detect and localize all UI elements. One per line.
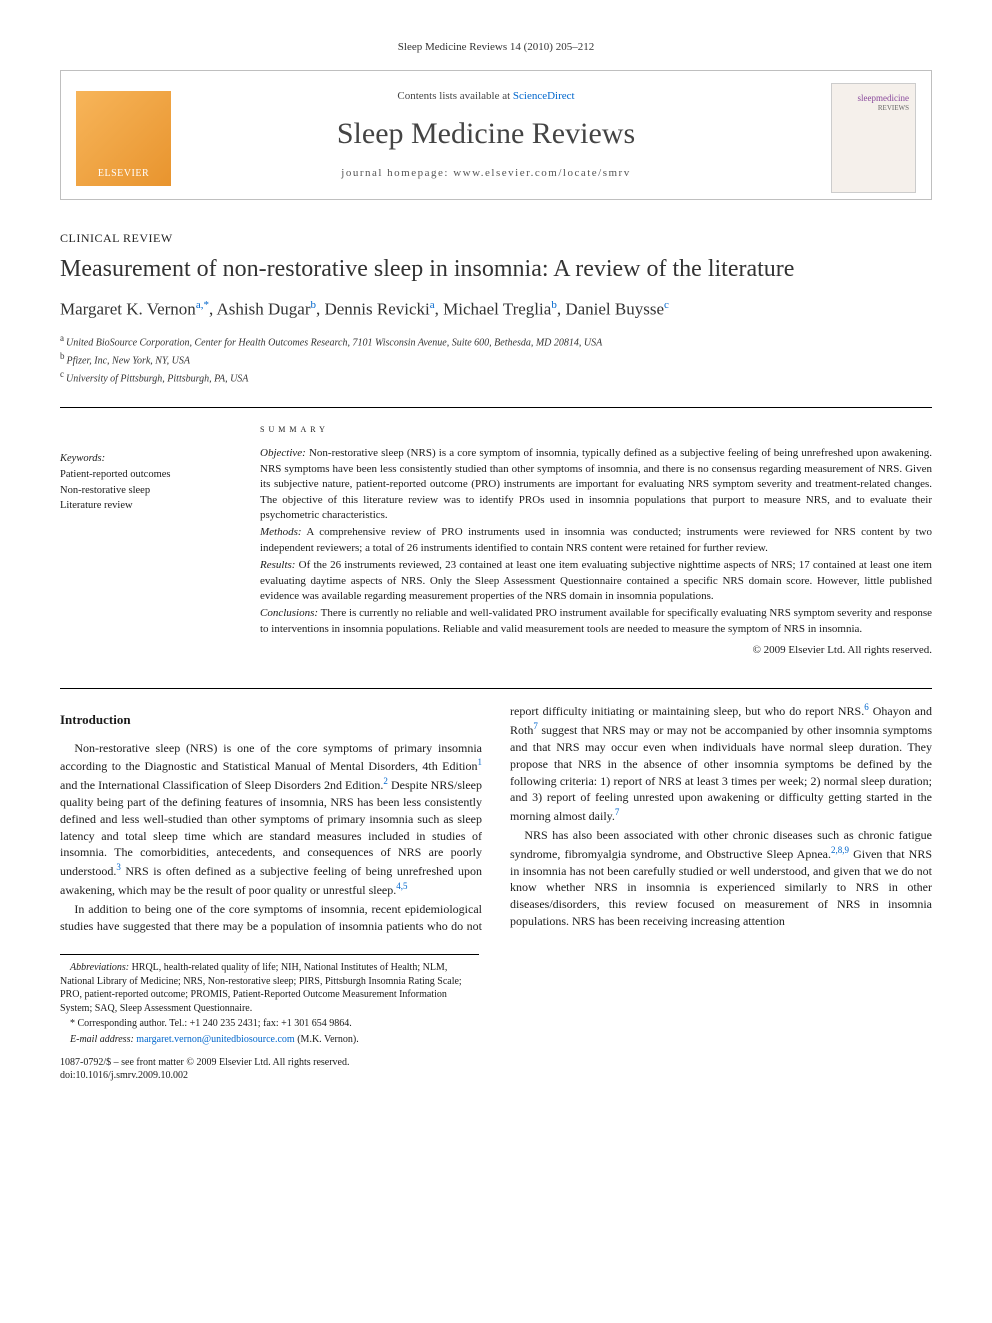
results-label: Results: — [260, 559, 295, 571]
contents-line: Contents lists available at ScienceDirec… — [191, 89, 781, 104]
author-aff: b — [551, 299, 557, 311]
sciencedirect-link[interactable]: ScienceDirect — [513, 90, 575, 102]
summary-copyright: © 2009 Elsevier Ltd. All rights reserved… — [260, 643, 932, 658]
ref-link[interactable]: 1 — [478, 757, 483, 767]
doi: doi:10.1016/j.smrv.2009.10.002 — [60, 1069, 479, 1082]
affiliation: bPfizer, Inc, New York, NY, USA — [60, 350, 932, 368]
aff-text: United BioSource Corporation, Center for… — [66, 337, 602, 348]
corresponding-author: * Corresponding author. Tel.: +1 240 235… — [60, 1017, 479, 1031]
objective-text: Non-restorative sleep (NRS) is a core sy… — [260, 447, 932, 521]
journal-cover-thumb: sleepmedicine REVIEWS — [831, 83, 916, 193]
keyword: Patient-reported outcomes — [60, 467, 230, 483]
ref-link[interactable]: 7 — [615, 807, 620, 817]
ref-link[interactable]: 4,5 — [396, 881, 407, 891]
journal-name: Sleep Medicine Reviews — [191, 114, 781, 155]
article-title: Measurement of non-restorative sleep in … — [60, 254, 932, 284]
author-aff: b — [310, 299, 316, 311]
summary-column: SUMMARY Objective: Non-restorative sleep… — [260, 420, 932, 659]
intro-heading: Introduction — [60, 711, 482, 729]
methods-label: Methods: — [260, 526, 302, 538]
body-text: suggest that NRS may or may not be accom… — [510, 723, 932, 823]
cover-title-1: sleepmedicine — [858, 92, 909, 104]
affiliations: aUnited BioSource Corporation, Center fo… — [60, 332, 932, 387]
abbrev-label: Abbreviations: — [70, 962, 129, 973]
keyword: Literature review — [60, 498, 230, 514]
aff-key: a — [60, 333, 64, 343]
homepage-line: journal homepage: www.elsevier.com/locat… — [191, 166, 781, 181]
aff-key: c — [60, 369, 64, 379]
aff-key: b — [60, 351, 65, 361]
copyright-footer: 1087-0792/$ – see front matter © 2009 El… — [60, 1056, 479, 1082]
author: Daniel Buysse — [565, 300, 664, 319]
conclusions-text: There is currently no reliable and well-… — [260, 607, 932, 634]
author: Ashish Dugar — [217, 300, 311, 319]
author-list: Margaret K. Vernona,*, Ashish Dugarb, De… — [60, 298, 932, 322]
ref-link[interactable]: 2,8,9 — [831, 845, 849, 855]
methods-text: A comprehensive review of PRO instrument… — [260, 526, 932, 553]
author-aff: a,* — [196, 299, 209, 311]
front-matter: 1087-0792/$ – see front matter © 2009 El… — [60, 1056, 479, 1069]
article-type: CLINICAL REVIEW — [60, 230, 932, 246]
section-rule — [60, 688, 932, 689]
author: Margaret K. Vernon — [60, 300, 196, 319]
affiliation: cUniversity of Pittsburgh, Pittsburgh, P… — [60, 368, 932, 386]
summary-block: Keywords: Patient-reported outcomes Non-… — [60, 420, 932, 659]
conclusions-label: Conclusions: — [260, 607, 318, 619]
objective-label: Objective: — [260, 447, 306, 459]
author-aff: c — [664, 299, 669, 311]
body-columns: Introduction Non-restorative sleep (NRS)… — [60, 701, 932, 934]
author-aff: a — [430, 299, 435, 311]
running-head: Sleep Medicine Reviews 14 (2010) 205–212 — [60, 40, 932, 55]
body-text: Non-restorative sleep (NRS) is one of th… — [60, 741, 482, 774]
journal-banner: ELSEVIER Contents lists available at Sci… — [60, 70, 932, 200]
footnotes: Abbreviations: HRQL, health-related qual… — [60, 954, 479, 1082]
aff-text: University of Pittsburgh, Pittsburgh, PA… — [66, 374, 248, 385]
results-text: Of the 26 instruments reviewed, 23 conta… — [260, 559, 932, 602]
homepage-url: www.elsevier.com/locate/smrv — [453, 167, 631, 179]
section-rule — [60, 407, 932, 408]
cover-title-2: REVIEWS — [878, 104, 909, 113]
author: Dennis Revicki — [324, 300, 429, 319]
contents-prefix: Contents lists available at — [397, 90, 512, 102]
summary-heading: SUMMARY — [260, 420, 932, 437]
email-suffix: (M.K. Vernon). — [295, 1034, 359, 1045]
author: Michael Treglia — [443, 300, 551, 319]
aff-text: Pfizer, Inc, New York, NY, USA — [67, 355, 190, 366]
affiliation: aUnited BioSource Corporation, Center fo… — [60, 332, 932, 350]
email-link[interactable]: margaret.vernon@unitedbiosource.com — [136, 1034, 294, 1045]
email-label: E-mail address: — [70, 1034, 134, 1045]
homepage-prefix: journal homepage: — [341, 167, 453, 179]
body-text: and the International Classification of … — [60, 778, 383, 792]
body-text: NRS is often defined as a subjective — [121, 864, 309, 878]
keyword: Non-restorative sleep — [60, 483, 230, 499]
keywords-heading: Keywords: — [60, 451, 230, 467]
keywords-column: Keywords: Patient-reported outcomes Non-… — [60, 420, 230, 659]
elsevier-logo: ELSEVIER — [76, 91, 171, 186]
